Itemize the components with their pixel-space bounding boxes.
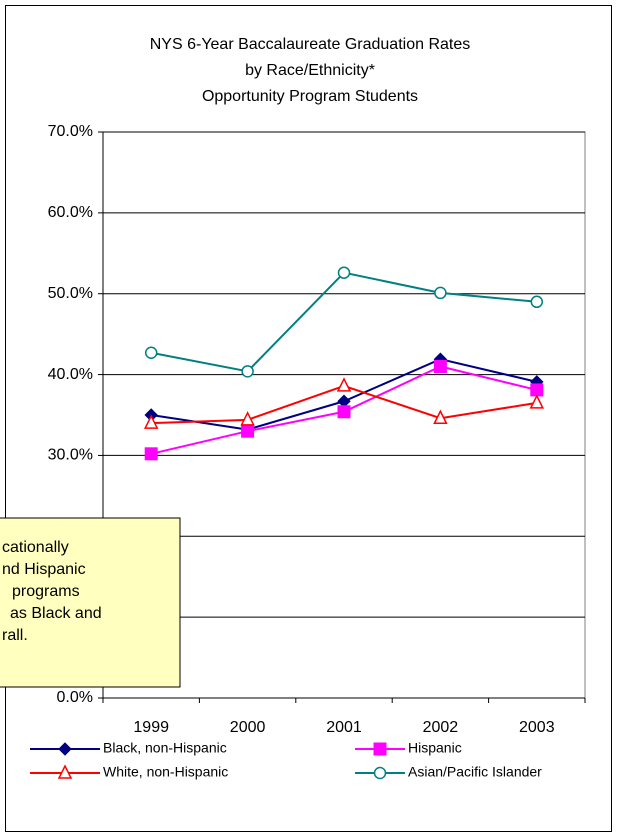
data-point [144, 346, 158, 359]
chart-title: Opportunity Program Students [202, 88, 418, 105]
legend-label: White, non-Hispanic [103, 764, 228, 780]
y-tick-label: 30.0% [48, 447, 93, 464]
legend-label: Asian/Pacific Islander [408, 764, 542, 780]
data-point [337, 266, 351, 279]
legend-marker [57, 764, 73, 779]
data-point [241, 424, 255, 438]
chart-title: NYS 6-Year Baccalaureate Graduation Rate… [150, 36, 470, 53]
legend-marker [373, 766, 387, 780]
y-tick-label: 60.0% [48, 204, 93, 221]
x-tick-label: 2001 [326, 719, 362, 736]
y-tick-label: 40.0% [48, 366, 93, 383]
data-point [530, 383, 544, 397]
data-point [433, 359, 447, 373]
annotation-text: rall. [2, 627, 28, 644]
data-point [241, 365, 254, 378]
data-point [530, 295, 544, 309]
annotation-box [0, 517, 181, 688]
chart-title: by Race/Ethnicity* [245, 62, 375, 79]
data-point [529, 394, 545, 409]
data-point [434, 286, 447, 300]
x-tick-label: 2000 [230, 719, 266, 736]
y-tick-label: 50.0% [48, 285, 93, 302]
data-point [143, 414, 159, 429]
legend-marker [58, 742, 72, 756]
annotation-text: nd Hispanic [2, 561, 86, 578]
data-point [337, 405, 351, 419]
annotation-text: as Black and [10, 605, 102, 622]
data-point [336, 377, 352, 392]
legend-label: Hispanic [408, 740, 462, 756]
data-point [240, 411, 255, 426]
legend-marker [373, 742, 387, 756]
annotation-text: cationally [2, 539, 69, 556]
x-tick-label: 1999 [133, 719, 169, 736]
y-tick-label: 0.0% [57, 689, 93, 706]
data-point [433, 409, 448, 424]
y-tick-label: 70.0% [48, 123, 93, 140]
x-tick-label: 2002 [423, 719, 459, 736]
annotation-text: programs [12, 583, 80, 600]
legend-label: Black, non-Hispanic [103, 740, 227, 756]
data-point [144, 447, 158, 461]
x-tick-label: 2003 [519, 719, 555, 736]
